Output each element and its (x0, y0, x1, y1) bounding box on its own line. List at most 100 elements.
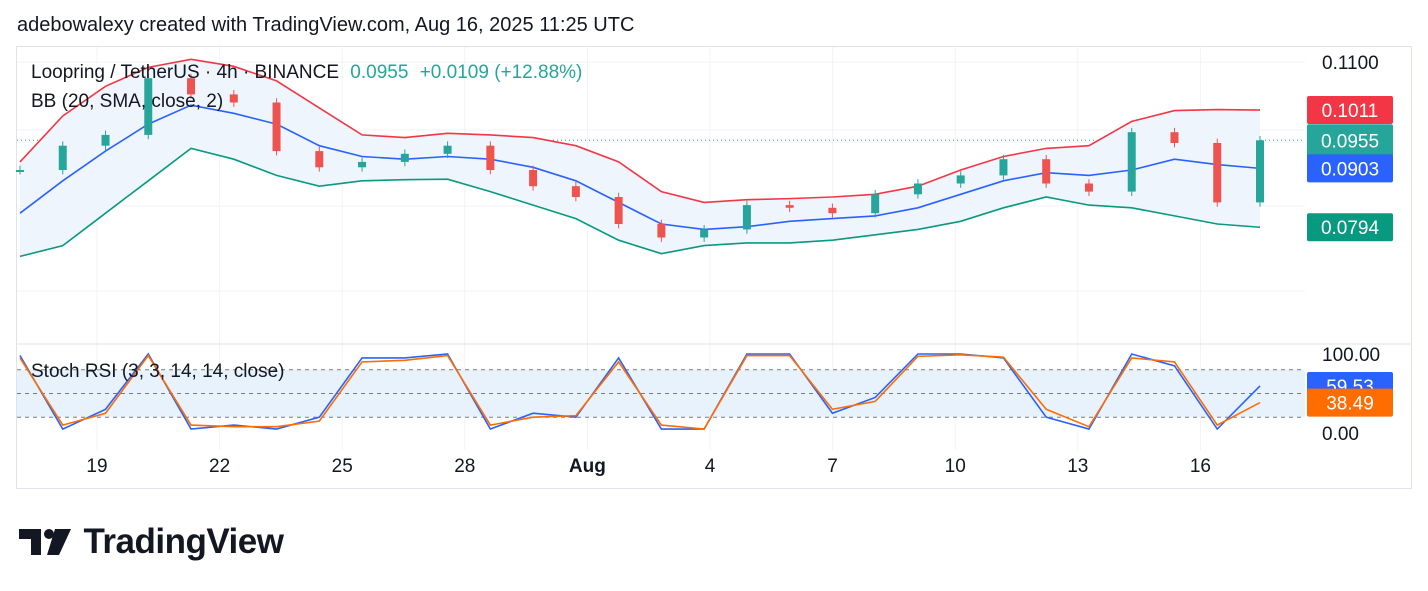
x-axis-tick: 10 (945, 456, 966, 477)
bb-fill (20, 59, 1260, 257)
bollinger-bands (19, 58, 1261, 258)
candle (913, 179, 922, 199)
candle-body (614, 197, 623, 224)
axes: 0.1100 100.00 0.00 19 22 25 28 Aug 4 7 10 13 16 (86, 53, 1380, 477)
candle (614, 192, 623, 229)
candle (1042, 154, 1051, 188)
candle (400, 149, 409, 167)
candle (101, 130, 110, 151)
candle (315, 146, 324, 172)
candle-body (1127, 132, 1136, 192)
x-axis-tick: 16 (1190, 456, 1211, 477)
upper-band-badge: 0.1011 (1307, 96, 1393, 125)
candle (529, 165, 538, 191)
candle (1084, 179, 1093, 196)
candle-body (999, 159, 1008, 176)
candle-body (1042, 159, 1051, 184)
candle-body (956, 175, 965, 184)
basis-badge-bg (1307, 154, 1393, 183)
x-axis-tick: 4 (705, 456, 716, 477)
stoch-tick-100: 100.00 (1322, 345, 1380, 366)
candle-body (657, 224, 666, 238)
candle-body (529, 170, 538, 187)
basis-badge: 0.0903 (1307, 154, 1393, 183)
candle (229, 90, 238, 107)
candle-body (913, 183, 922, 195)
candle (1213, 138, 1222, 207)
candle (144, 73, 153, 140)
candle (742, 200, 751, 234)
candle-body (742, 205, 751, 230)
candle-body (828, 207, 837, 214)
bb-upper-line (19, 58, 1261, 204)
x-axis-tick: 13 (1067, 456, 1088, 477)
candle (999, 154, 1008, 180)
candle (1256, 135, 1264, 207)
candle-body (1213, 143, 1222, 203)
upper-band-badge-bg (1307, 96, 1393, 125)
bb-lower-line (19, 147, 1261, 258)
candle (956, 171, 965, 188)
candle-body (58, 145, 67, 170)
lower-band-badge-bg (1307, 213, 1393, 242)
candle (571, 181, 580, 202)
price-change: +0.0109 (+12.88%) (419, 62, 583, 83)
stoch-d-badge-text: 38.49 (1326, 394, 1374, 415)
lower-band-badge-text: 0.0794 (1321, 218, 1380, 239)
symbol-name: Loopring / TetherUS · 4h · BINANCE (31, 62, 340, 83)
candle (58, 141, 67, 175)
x-axis-tick: 19 (86, 456, 107, 477)
symbol-legend: Loopring / TetherUS · 4h · BINANCE 0.095… (31, 62, 582, 84)
candle (871, 189, 880, 218)
candle (16, 165, 24, 175)
candle-body (144, 78, 153, 135)
stoch-d-line (19, 353, 1261, 430)
candle-body (229, 94, 238, 103)
x-axis-tick: 22 (209, 456, 230, 477)
candle-body (486, 145, 495, 170)
candlesticks (16, 73, 1264, 242)
candle-body (272, 102, 281, 152)
candle (486, 141, 495, 175)
candle-body (443, 145, 452, 154)
price-tick: 0.1100 (1322, 53, 1379, 74)
candle (657, 219, 666, 242)
candle-body (400, 153, 409, 162)
bb-legend: BB (20, SMA, close, 2) (31, 91, 224, 112)
stoch-d-badge: 38.49 (1307, 388, 1393, 417)
candle (187, 73, 196, 99)
stoch-legend: Stoch RSI (3, 3, 14, 14, close) (31, 361, 285, 382)
lower-band-badge: 0.0794 (1307, 213, 1393, 242)
candle-body (1170, 132, 1179, 143)
candle-body (16, 170, 24, 172)
candle (272, 98, 281, 156)
candle (358, 157, 367, 172)
upper-band-badge-text: 0.1011 (1322, 101, 1379, 122)
basis-badge-text: 0.0903 (1321, 159, 1379, 180)
x-axis-tick: 28 (454, 456, 475, 477)
candle-body (187, 78, 196, 95)
candle (785, 200, 794, 213)
stoch-rsi-pane (17, 352, 1305, 431)
x-axis-tick: 25 (332, 456, 353, 477)
tradingview-logo[interactable]: TradingView (19, 522, 284, 562)
candle (1170, 127, 1179, 148)
stoch-d-badge-bg (1307, 388, 1393, 417)
chart-frame (16, 46, 1412, 489)
x-axis-tick: 7 (827, 456, 838, 477)
candle-body (571, 186, 580, 197)
chart-attribution: adebowalexy created with TradingView.com… (17, 14, 635, 36)
candle-body (1084, 183, 1093, 192)
candle (443, 141, 452, 159)
candle-body (1256, 140, 1264, 203)
candle (828, 203, 837, 218)
candle-body (785, 205, 794, 208)
tradingview-logo-icon (19, 529, 71, 555)
candle (700, 225, 709, 242)
x-axis-tick: Aug (569, 456, 606, 477)
candle-body (871, 194, 880, 214)
bb-basis-line (19, 104, 1261, 231)
candle (1127, 127, 1136, 196)
